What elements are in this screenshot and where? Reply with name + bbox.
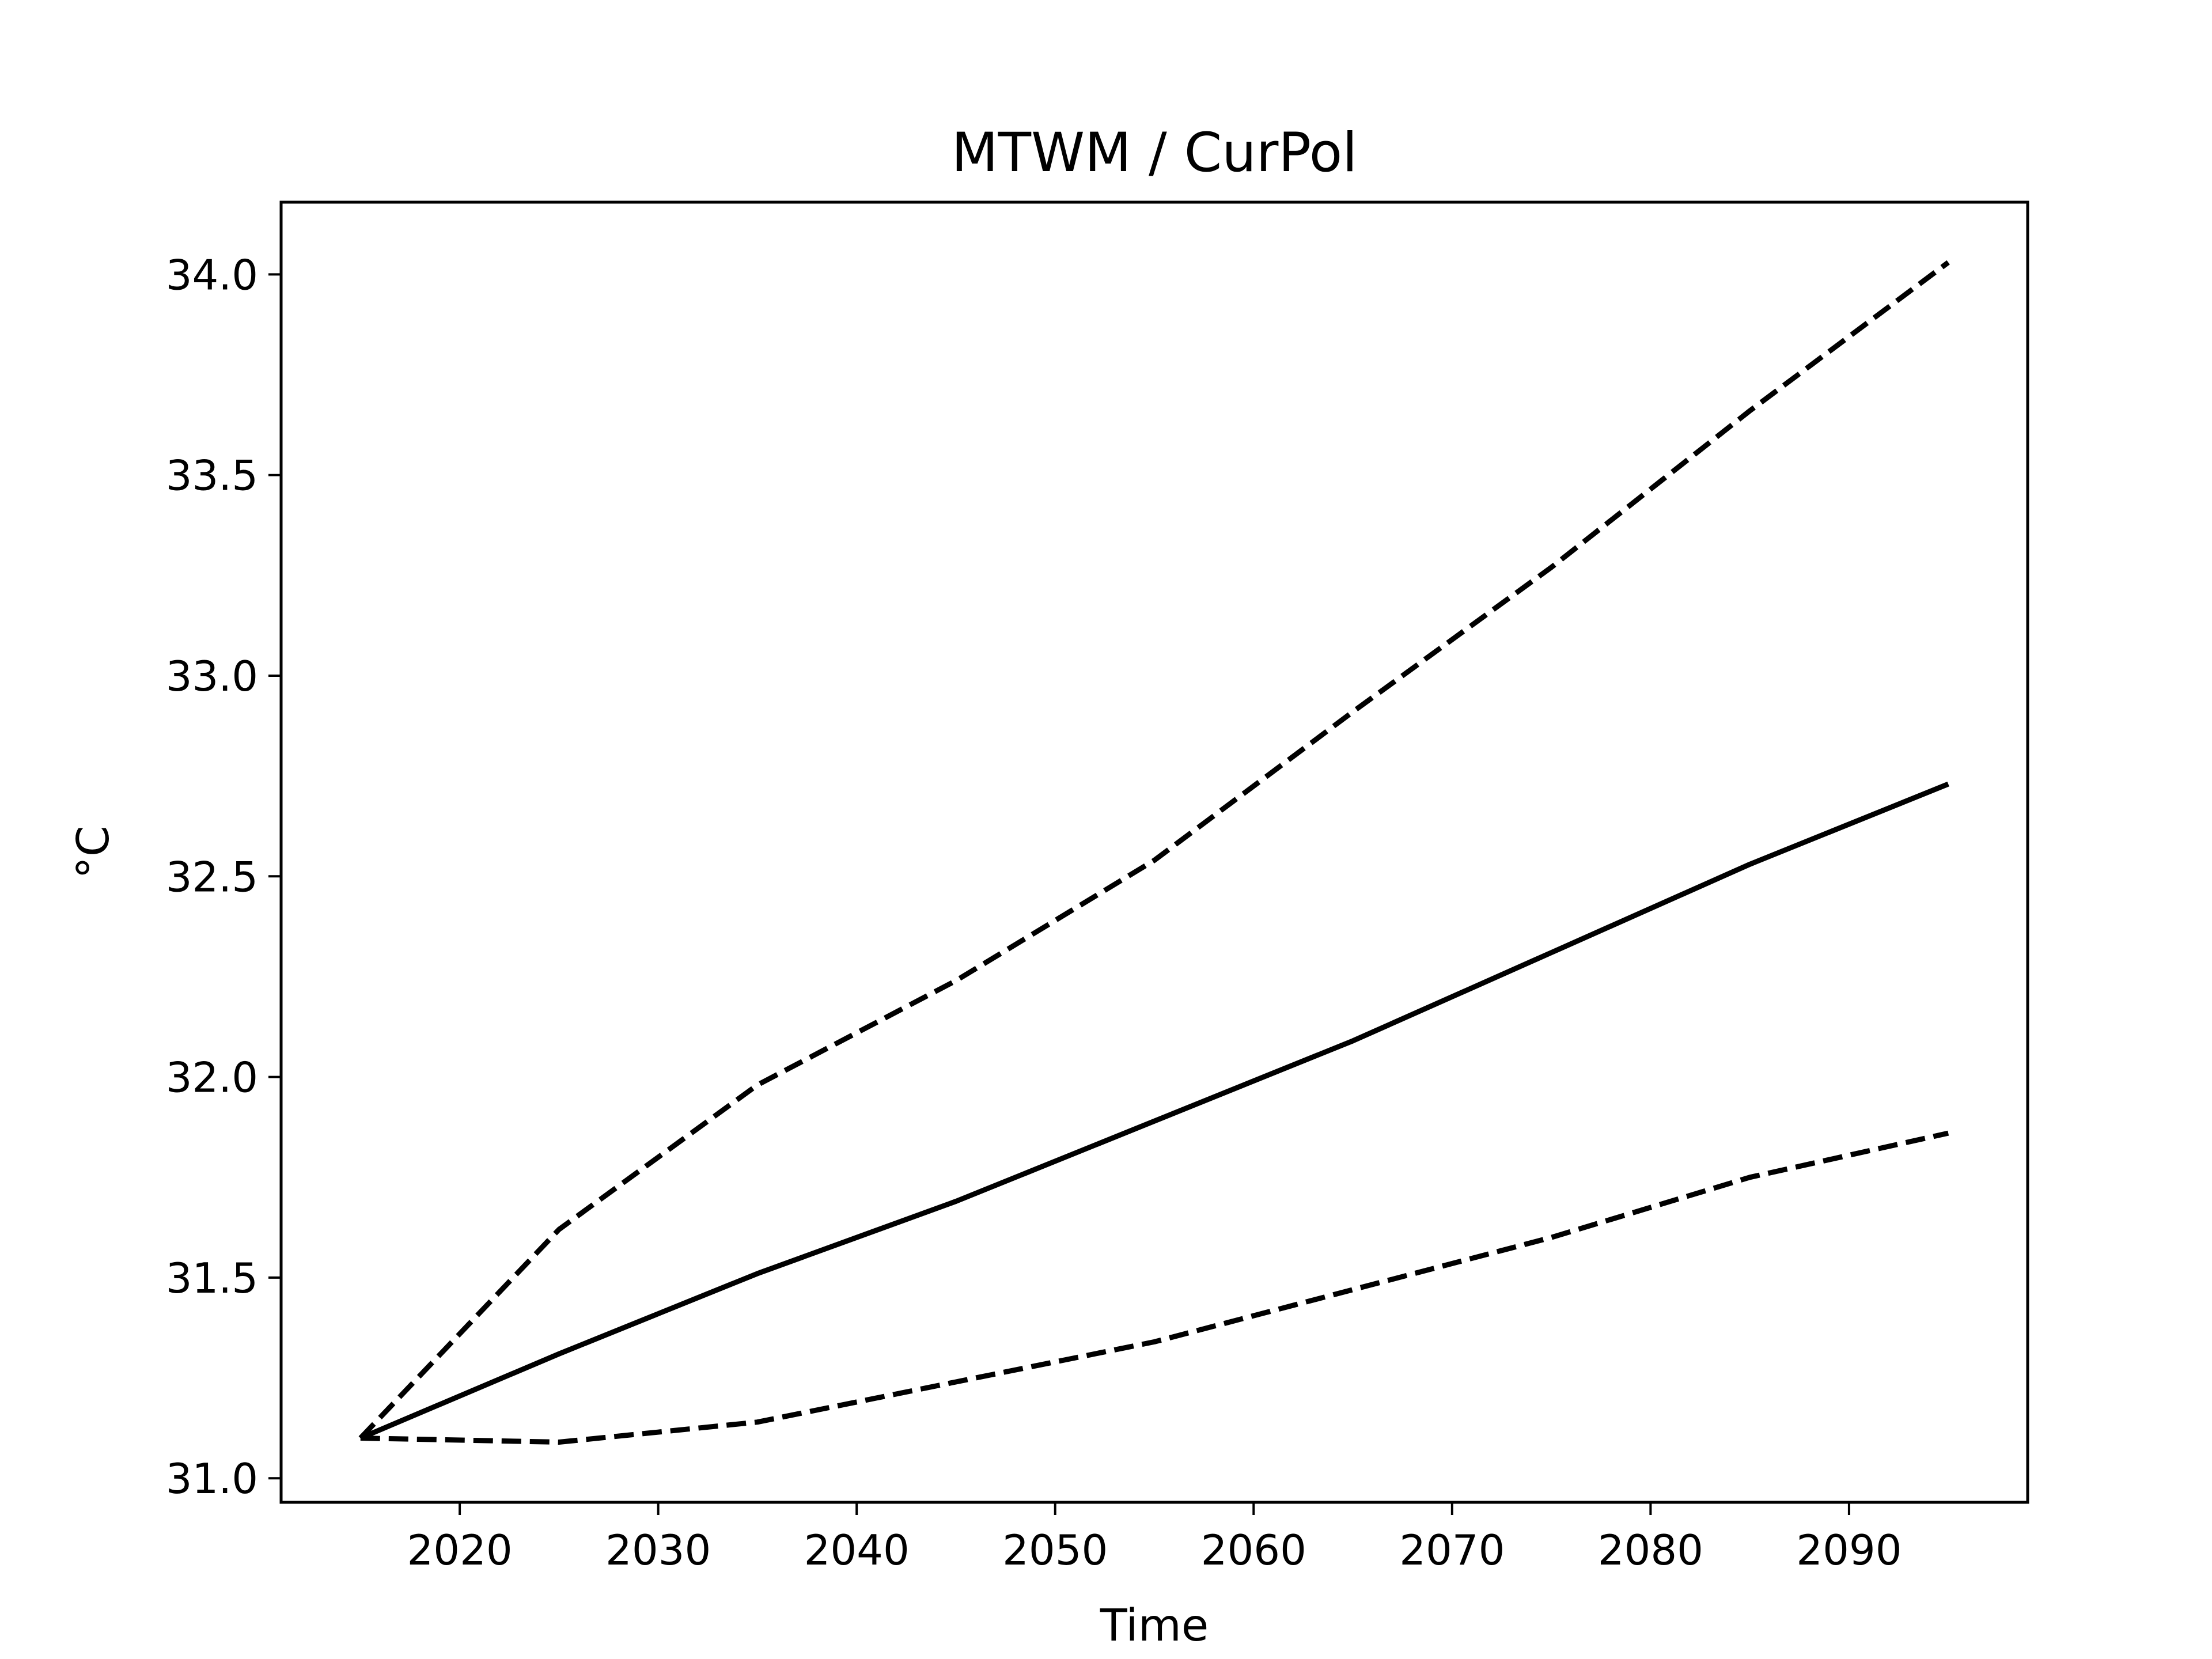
- x-tick-label: 2080: [1598, 1526, 1703, 1574]
- dashed-series-line-2: [360, 1130, 1949, 1445]
- x-tick-label: 2040: [804, 1526, 910, 1574]
- x-tick-label: 2060: [1201, 1526, 1306, 1574]
- x-tick-label: 2030: [605, 1526, 711, 1574]
- chart-title: MTWM / CurPol: [952, 122, 1358, 184]
- y-tick-label: 31.0: [166, 1455, 258, 1503]
- y-tick-label: 33.5: [166, 452, 258, 500]
- x-tick-label: 2050: [1002, 1526, 1108, 1574]
- x-axis-ticks: 2020 2030 2040 2050 2060 2070 2080 2090: [407, 1502, 1902, 1574]
- series-layer: [358, 260, 1950, 1445]
- x-tick-label: 2070: [1399, 1526, 1505, 1574]
- x-axis-label: Time: [1100, 1600, 1209, 1652]
- plot-area-frame: [279, 200, 2029, 1504]
- dashed-series-line-1: [358, 260, 1950, 1440]
- solid-series-line-0: [359, 781, 1949, 1441]
- y-axis-label: °C: [68, 825, 119, 878]
- y-tick-label: 34.0: [166, 251, 258, 299]
- x-tick-label: 2020: [407, 1526, 512, 1574]
- y-tick-label: 32.0: [166, 1054, 258, 1102]
- y-axis-ticks: 31.0 31.5 32.0 32.5 33.0 33.5 34.0: [166, 251, 281, 1503]
- y-tick-label: 32.5: [166, 853, 258, 901]
- y-tick-label: 31.5: [166, 1254, 258, 1302]
- y-tick-label: 33.0: [166, 652, 258, 700]
- x-tick-label: 2090: [1796, 1526, 1902, 1574]
